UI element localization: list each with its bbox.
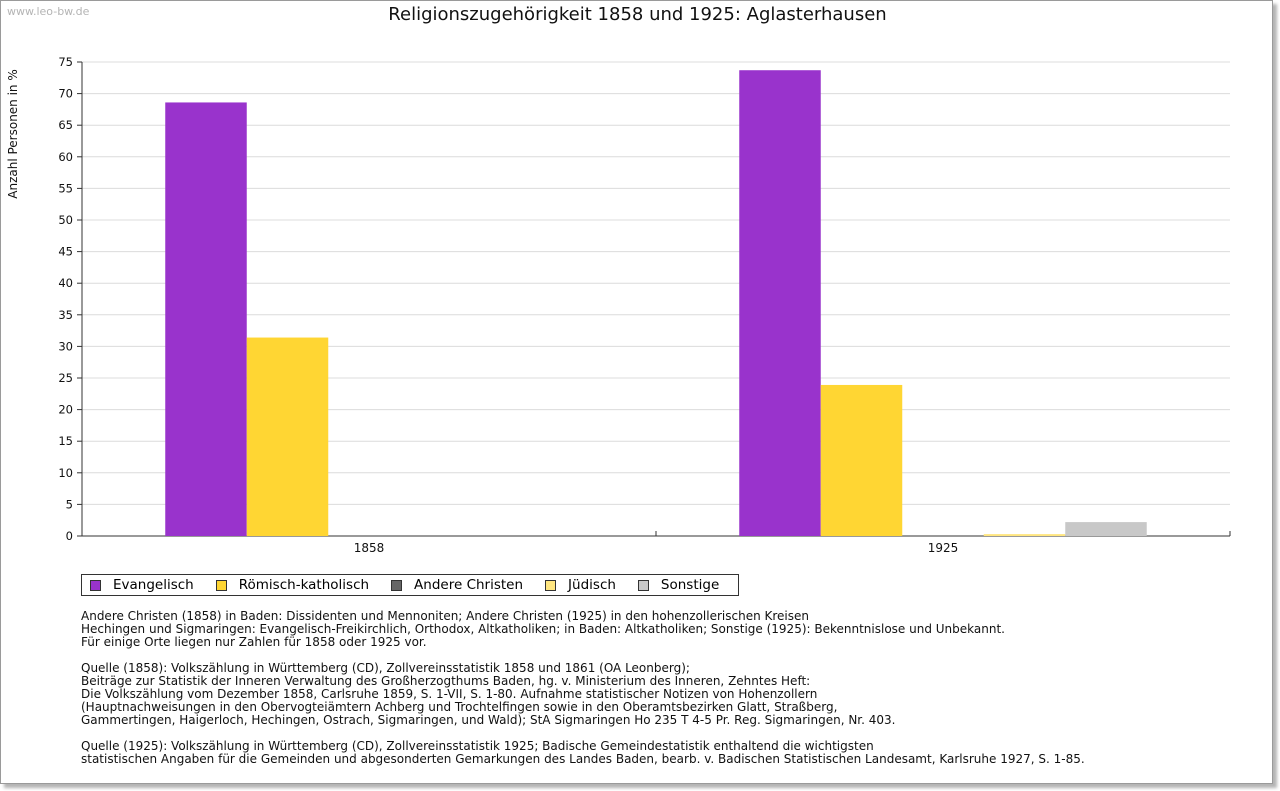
y-tick-label: 70 bbox=[58, 87, 73, 101]
y-tick-label: 10 bbox=[58, 466, 73, 480]
note-line: Quelle (1925): Volkszählung in Württembe… bbox=[81, 739, 874, 753]
legend-item: Andere Christen bbox=[391, 577, 523, 593]
note-line: statistischen Angaben für die Gemeinden … bbox=[81, 752, 1085, 766]
legend-swatch bbox=[637, 579, 649, 591]
legend-item: Jüdisch bbox=[545, 577, 616, 593]
y-tick-label: 75 bbox=[58, 55, 73, 69]
legend-swatch bbox=[90, 579, 101, 591]
legend-item: Evangelisch bbox=[90, 577, 194, 593]
note-line: Beiträge zur Statistik der Inneren Verwa… bbox=[81, 674, 811, 688]
y-tick-label: 50 bbox=[58, 213, 73, 227]
y-tick-label: 20 bbox=[58, 403, 73, 417]
note-line: Andere Christen (1858) in Baden: Disside… bbox=[81, 609, 809, 623]
y-tick-label: 40 bbox=[58, 276, 73, 290]
y-tick-label: 15 bbox=[58, 434, 73, 448]
chart-legend: Evangelisch Römisch-katholisch Andere Chri… bbox=[81, 574, 739, 596]
bar-evangelisch-1925 bbox=[739, 70, 821, 536]
bar-j-disch-1925 bbox=[983, 534, 1066, 536]
x-tick-label: 1925 bbox=[928, 541, 959, 555]
y-axis-label: Anzahl Personen in % bbox=[6, 69, 20, 199]
y-tick-label: 30 bbox=[58, 339, 73, 353]
x-tick-label: 1858 bbox=[354, 541, 385, 555]
legend-swatch bbox=[545, 579, 557, 591]
legend-label: Sonstige bbox=[660, 577, 720, 593]
note-line: Für einige Orte liegen nur Zahlen für 18… bbox=[81, 635, 427, 649]
legend-swatch bbox=[215, 579, 227, 591]
y-tick-label: 65 bbox=[58, 118, 73, 132]
source-notes: Andere Christen (1858) in Baden: Disside… bbox=[81, 610, 1085, 766]
note-line: Gammertingen, Haigerloch, Hechingen, Ost… bbox=[81, 713, 896, 727]
y-tick-label: 25 bbox=[58, 371, 73, 385]
chart-title: Religionszugehörigkeit 1858 und 1925: Ag… bbox=[388, 4, 887, 25]
legend-label: Evangelisch bbox=[113, 577, 194, 593]
legend-item: Römisch-katholisch bbox=[215, 577, 370, 593]
y-tick-label: 45 bbox=[58, 245, 73, 259]
note-line: (Hauptnachweisungen in den Obervogteiämt… bbox=[81, 700, 838, 714]
legend-item: Sonstige bbox=[637, 577, 720, 593]
note-line: Die Volkszählung vom Dezember 1858, Carl… bbox=[81, 687, 818, 701]
y-tick-label: 35 bbox=[58, 308, 73, 322]
note-line: Hechingen und Sigmaringen: Evangelisch-F… bbox=[81, 622, 1005, 636]
y-tick-label: 0 bbox=[66, 529, 73, 543]
y-tick-label: 60 bbox=[58, 150, 73, 164]
y-tick-label: 5 bbox=[66, 497, 73, 511]
bar-r-misch-katholisch-1925 bbox=[820, 384, 903, 536]
bar-chart: 0 5 10 15 20 25 30 35 40 45 50 55 60 65 70 75 Anzahl Per… bbox=[6, 55, 1231, 555]
legend-label: Jüdisch bbox=[568, 577, 616, 593]
legend-label: Römisch-katholisch bbox=[238, 577, 370, 593]
legend-swatch bbox=[391, 579, 403, 591]
bar-evangelisch-1858 bbox=[165, 102, 247, 536]
legend-label: Andere Christen bbox=[414, 577, 524, 593]
watermark: www.leo-bw.de bbox=[7, 5, 90, 18]
bar-r-misch-katholisch-1858 bbox=[246, 337, 329, 536]
note-line: Quelle (1858): Volkszählung in Württembe… bbox=[81, 661, 690, 675]
y-tick-label: 55 bbox=[58, 181, 73, 195]
bar-sonstige-1925 bbox=[1065, 522, 1147, 536]
